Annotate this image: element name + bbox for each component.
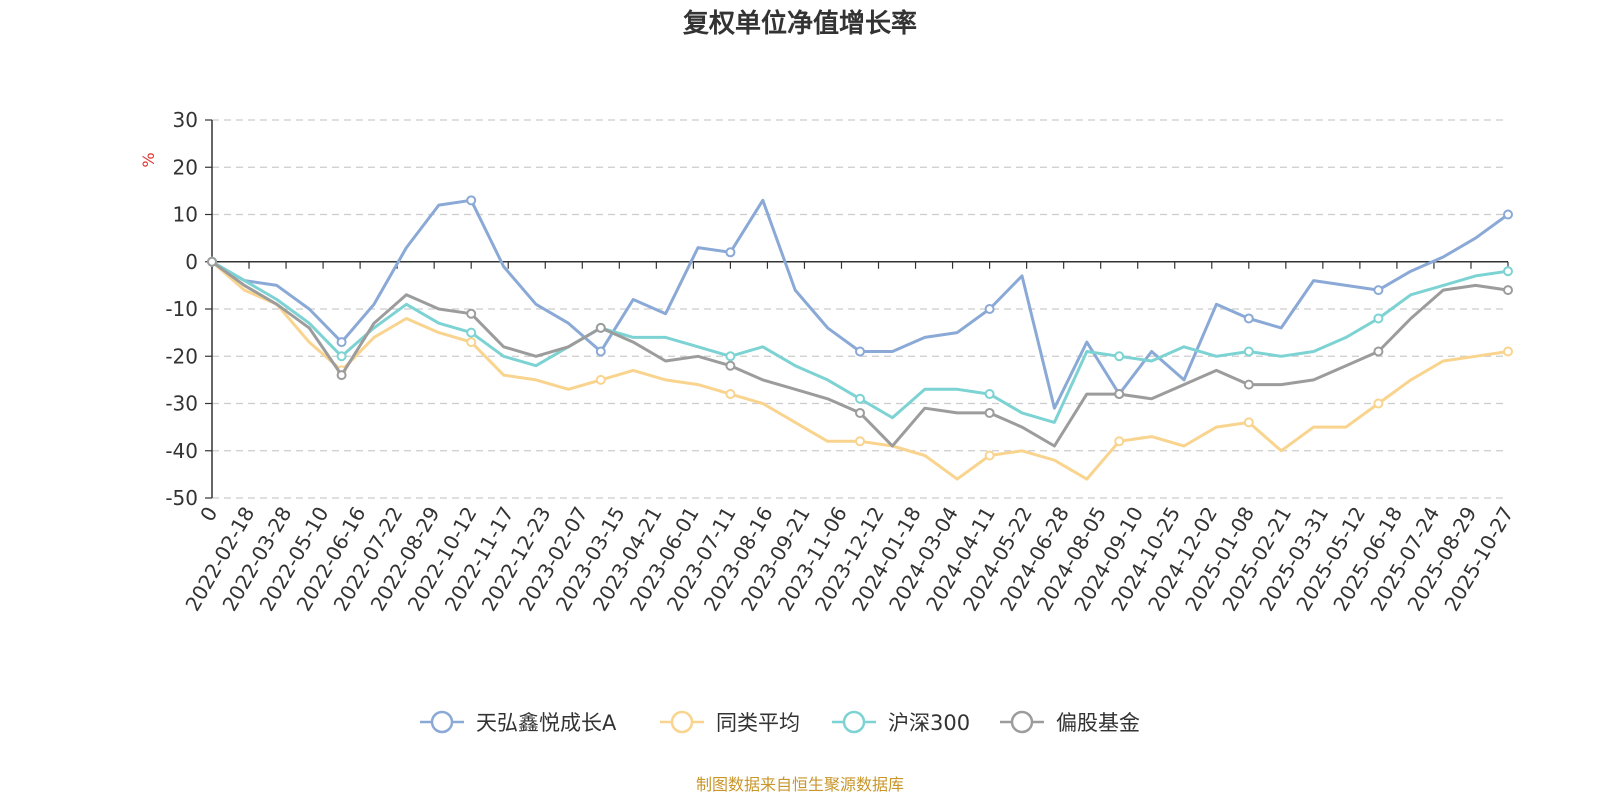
data-point[interactable]: [1503, 266, 1513, 277]
data-point[interactable]: [466, 337, 477, 348]
x-axis: 02022-02-182022-03-282022-05-102022-06-1…: [180, 261, 1518, 615]
y-tick-label: -20: [165, 344, 198, 368]
source-note: 制图数据来自恒生聚源数据库: [696, 775, 904, 794]
series-group: [207, 195, 1513, 481]
data-point[interactable]: [984, 407, 995, 418]
data-point[interactable]: [725, 351, 736, 362]
legend-marker-icon: [842, 710, 866, 734]
data-point[interactable]: [1114, 351, 1125, 362]
data-point[interactable]: [1114, 436, 1125, 447]
data-point[interactable]: [336, 370, 347, 381]
y-axis-unit: %: [139, 152, 158, 167]
series-2: [207, 256, 1513, 481]
legend-marker-icon: [1010, 710, 1034, 734]
data-point[interactable]: [595, 322, 606, 333]
series-4: [207, 256, 1513, 448]
legend-item-2[interactable]: 同类平均: [660, 710, 800, 735]
data-point[interactable]: [1243, 346, 1254, 357]
data-point[interactable]: [1243, 379, 1254, 390]
legend[interactable]: 天弘鑫悦成长A 同类平均 沪深300 偏股基金: [420, 710, 1140, 735]
y-tick-label: 10: [173, 203, 198, 227]
y-tick-label: -30: [165, 392, 198, 416]
data-point[interactable]: [855, 346, 865, 357]
y-tick-label: -40: [165, 439, 198, 463]
data-point[interactable]: [1373, 285, 1384, 296]
legend-marker-icon: [430, 710, 454, 734]
legend-label: 同类平均: [716, 711, 800, 735]
y-tick-label: -50: [165, 486, 198, 510]
legend-label: 天弘鑫悦成长A: [476, 711, 617, 735]
x-tick-label: 0: [195, 503, 222, 526]
y-axis: 30 20 10 0 -10 -20 -30 -40 -50: [165, 108, 213, 510]
data-point[interactable]: [984, 304, 995, 314]
legend-label: 偏股基金: [1056, 711, 1140, 735]
data-point[interactable]: [466, 195, 477, 206]
legend-item-3[interactable]: 沪深300: [832, 710, 970, 735]
legend-marker-icon: [670, 710, 694, 734]
data-point[interactable]: [466, 308, 477, 319]
data-point[interactable]: [1373, 398, 1384, 409]
data-point[interactable]: [725, 360, 736, 371]
data-point[interactable]: [725, 389, 736, 400]
legend-label: 沪深300: [888, 711, 970, 735]
data-point[interactable]: [1373, 313, 1384, 324]
chart-title: 复权单位净值增长率: [683, 8, 917, 39]
data-point[interactable]: [1243, 417, 1254, 428]
data-point[interactable]: [855, 436, 865, 447]
series-1: [207, 195, 1513, 410]
data-point[interactable]: [595, 374, 606, 385]
legend-item-4[interactable]: 偏股基金: [1000, 710, 1140, 735]
data-point[interactable]: [855, 393, 865, 404]
y-tick-label: 0: [185, 250, 198, 274]
y-tick-label: 20: [173, 155, 198, 179]
y-tick-label: -10: [165, 297, 198, 321]
data-point[interactable]: [855, 407, 865, 418]
y-tick-label: 30: [173, 108, 198, 132]
data-point[interactable]: [1243, 313, 1254, 324]
data-point[interactable]: [984, 450, 995, 461]
data-point[interactable]: [207, 256, 217, 267]
data-point[interactable]: [1503, 209, 1513, 220]
data-point[interactable]: [1503, 285, 1513, 296]
data-point[interactable]: [1114, 389, 1125, 400]
data-point[interactable]: [466, 327, 477, 338]
data-point[interactable]: [595, 346, 606, 357]
data-point[interactable]: [725, 247, 736, 258]
data-point[interactable]: [1373, 346, 1384, 357]
data-point[interactable]: [984, 389, 995, 400]
data-point[interactable]: [1503, 346, 1513, 357]
data-point[interactable]: [336, 337, 347, 348]
legend-item-1[interactable]: 天弘鑫悦成长A: [420, 710, 617, 735]
data-point[interactable]: [336, 351, 347, 362]
